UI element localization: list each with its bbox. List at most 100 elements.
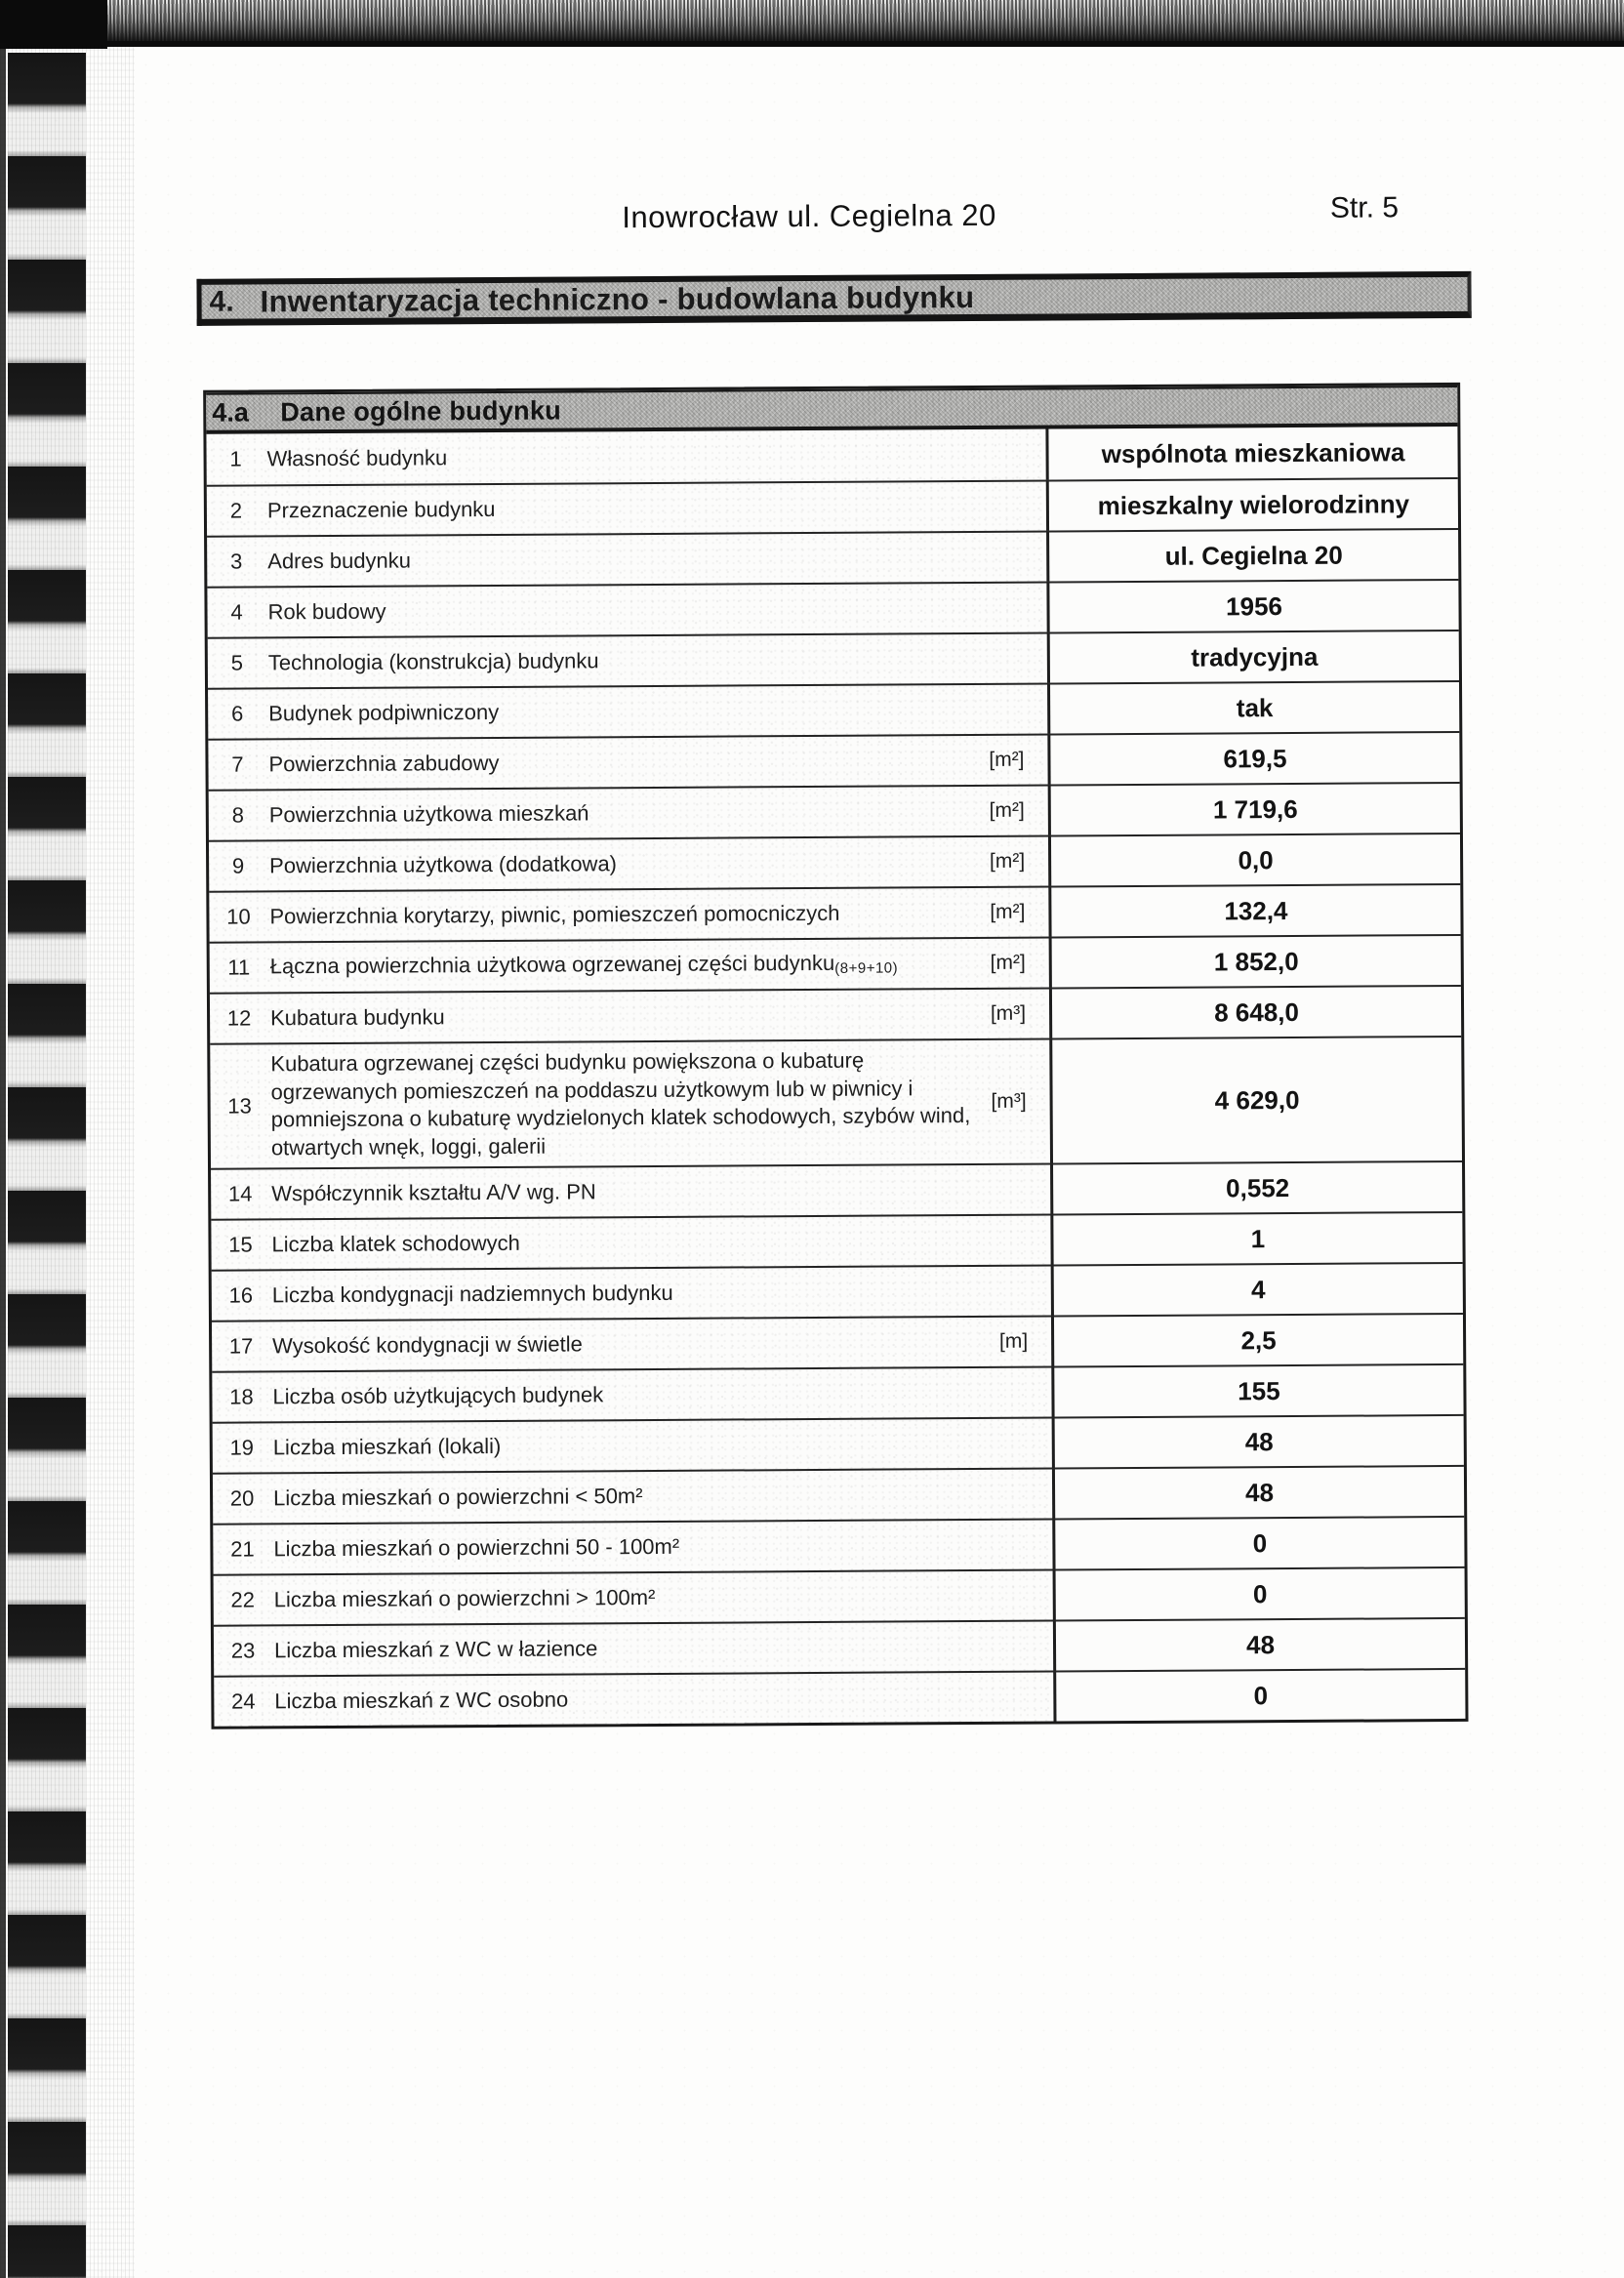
row-value: 619,5: [1223, 743, 1287, 773]
row-label: Powierzchnia użytkowa mieszkań: [267, 793, 597, 835]
row-label-text: Liczba klatek schodowych: [271, 1230, 520, 1257]
row-value: tak: [1236, 692, 1274, 722]
table-row: 2 Przeznaczenie budynku mieszkalny wieloro…: [206, 476, 1459, 536]
row-label-text: Kubatura budynku: [270, 1004, 445, 1031]
row-label: Liczba mieszkań z WC osobno: [272, 1681, 576, 1722]
table-row: 13 Kubatura ogrzewanej części budynku pow…: [210, 1035, 1463, 1169]
row-label: Adres budynku: [265, 541, 419, 582]
row-label-cell: 18 Liczba osób użytkujących budynek: [212, 1367, 1055, 1423]
row-value: 0: [1252, 1579, 1268, 1609]
row-number: 9: [231, 853, 245, 878]
table-row: 1 Własność budynku wspólnota mieszkaniowa: [206, 427, 1457, 485]
row-label-text: Rok budowy: [267, 598, 386, 625]
row-label-text: Kubatura ogrzewanej części budynku powię…: [270, 1047, 971, 1160]
table-row: 5 Technologia (konstrukcja) budynku tradyc…: [207, 629, 1459, 688]
row-label-text: Powierzchnia użytkowa (dodatkowa): [269, 850, 618, 878]
row-label: Kubatura budynku: [268, 997, 453, 1038]
row-label-cell: 13 Kubatura ogrzewanej części budynku pow…: [210, 1039, 1054, 1169]
table-row: 4 Rok budowy 1956: [207, 578, 1459, 637]
row-label: Liczba mieszkań (lokali): [271, 1427, 509, 1468]
table-row: 20 Liczba mieszkań o powierzchni < 50m² 48: [212, 1465, 1465, 1525]
scanner-corner-artifact: [0, 0, 107, 49]
row-number: 3: [230, 549, 243, 574]
row-value: 1956: [1226, 590, 1283, 621]
table-row: 11 Łączna powierzchnia użytkowa ogrzewane…: [209, 933, 1461, 993]
row-label-cell: 5 Technologia (konstrukcja) budynku: [207, 633, 1051, 688]
row-unit: [m²]: [990, 951, 1026, 974]
row-number: 7: [231, 752, 244, 777]
table-row: 8 Powierzchnia użytkowa mieszkań [m²] 1 719…: [208, 781, 1460, 840]
row-number: 2: [229, 498, 243, 523]
section-number: 4.: [209, 285, 234, 318]
row-unit: [m³]: [991, 1089, 1027, 1114]
row-label: Rok budowy: [265, 591, 393, 631]
row-number: 15: [228, 1232, 253, 1258]
row-label-text: Powierzchnia zabudowy: [268, 750, 500, 777]
table-row: 3 Adres budynku ul. Cegielna 20: [207, 527, 1459, 587]
table-row: 17 Wysokość kondygnacji w świetle [m] 2,5: [211, 1313, 1464, 1372]
row-value: 0: [1252, 1528, 1268, 1559]
row-label: Powierzchnia zabudowy: [266, 744, 507, 785]
row-label: Liczba osób użytkujących budynek: [270, 1375, 611, 1417]
row-number: 17: [228, 1333, 254, 1360]
row-value: tradycyjna: [1191, 641, 1319, 672]
row-label: Przeznaczenie budynku: [265, 490, 504, 531]
row-label-cell: 12 Kubatura budynku [m³]: [209, 989, 1053, 1043]
table-row: 21 Liczba mieszkań o powierzchni 50 - 100…: [213, 1516, 1465, 1575]
row-number: 1: [229, 446, 242, 471]
row-label-cell: 4 Rok budowy: [207, 583, 1050, 637]
row-label-text: Technologia (konstrukcja) budynku: [267, 648, 599, 675]
row-number: 12: [226, 1005, 252, 1031]
row-label-text: Współczynnik kształtu A/V wg. PN: [271, 1179, 596, 1206]
row-label: Liczba mieszkań o powierzchni > 100m²: [272, 1578, 664, 1620]
row-label: Wysokość kondygnacji w świetle: [270, 1324, 590, 1366]
row-label-cell: 6 Budynek podpiwniczony: [208, 684, 1051, 739]
row-label-text: Adres budynku: [267, 548, 412, 574]
section-title: Inwentaryzacja techniczno - budowlana bu…: [260, 279, 975, 318]
row-value: 0: [1253, 1681, 1269, 1711]
page-left-edge-shadow: [0, 43, 6, 2278]
table-row: 24 Liczba mieszkań z WC osobno 0: [214, 1668, 1466, 1728]
row-label-text: Powierzchnia korytarzy, piwnic, pomieszc…: [269, 900, 840, 929]
row-value: 0,0: [1238, 844, 1274, 875]
table-row: 14 Współczynnik kształtu A/V wg. PN 0,552: [211, 1160, 1463, 1220]
row-label-cell: 16 Liczba kondygnacji nadziemnych budynku: [211, 1266, 1054, 1322]
table-row: 12 Kubatura budynku [m³] 8 648,0: [209, 984, 1462, 1043]
row-value: mieszkalny wielorodzinny: [1097, 488, 1410, 520]
row-label-cell: 14 Współczynnik kształtu A/V wg. PN: [211, 1164, 1054, 1220]
row-value: 2,5: [1240, 1324, 1277, 1356]
row-label-cell: 24 Liczba mieszkań z WC osobno: [214, 1672, 1057, 1728]
table-title: Dane ogólne budynku: [280, 395, 562, 427]
row-number: 22: [230, 1587, 256, 1613]
row-label-text: Przeznaczenie budynku: [266, 496, 496, 523]
row-label-text: Budynek podpiwniczony: [268, 699, 500, 726]
row-label: Liczba mieszkań o powierzchni 50 - 100m²: [271, 1527, 687, 1569]
row-value: 48: [1245, 1478, 1275, 1508]
building-general-data-table: 4.a Dane ogólne budynku 1 Własność budynk…: [203, 382, 1469, 1730]
row-label-text: Łączna powierzchnia użytkowa ogrzewanej …: [269, 951, 835, 979]
row-label-cell: 7 Powierzchnia zabudowy [m²]: [208, 735, 1051, 790]
row-value: 48: [1245, 1629, 1276, 1660]
row-label-text: Liczba osób użytkujących budynek: [272, 1382, 604, 1409]
table-row: 10 Powierzchnia korytarzy, piwnic, pomies…: [209, 882, 1461, 942]
row-value: 1 719,6: [1212, 793, 1298, 824]
row-label-text: Powierzchnia użytkowa mieszkań: [268, 800, 589, 828]
row-number: 10: [226, 904, 251, 929]
row-number: 5: [230, 650, 244, 675]
row-value: 132,4: [1224, 895, 1288, 925]
row-value: 4: [1250, 1275, 1266, 1305]
table-body: 1 Własność budynku wspólnota mieszkaniowa 2…: [206, 427, 1466, 1728]
section-4-header-bar: 4. Inwentaryzacja techniczno - budowlana…: [196, 270, 1472, 326]
row-label: Technologia (konstrukcja) budynku: [266, 641, 607, 683]
row-label-subscript: (8+9+10): [834, 959, 899, 978]
row-unit: [m²]: [989, 849, 1026, 873]
row-label-cell: 11 Łączna powierzchnia użytkowa ogrzewane…: [209, 938, 1052, 993]
table-row: 15 Liczba klatek schodowych 1: [211, 1211, 1463, 1271]
row-value: 0,552: [1226, 1172, 1290, 1203]
row-label-text: Liczba kondygnacji nadziemnych budynku: [271, 1280, 673, 1308]
table-row: 6 Budynek podpiwniczony tak: [208, 679, 1460, 739]
row-label: Liczba kondygnacji nadziemnych budynku: [270, 1274, 681, 1316]
row-label: Liczba klatek schodowych: [269, 1224, 528, 1265]
row-number: 11: [227, 955, 251, 980]
